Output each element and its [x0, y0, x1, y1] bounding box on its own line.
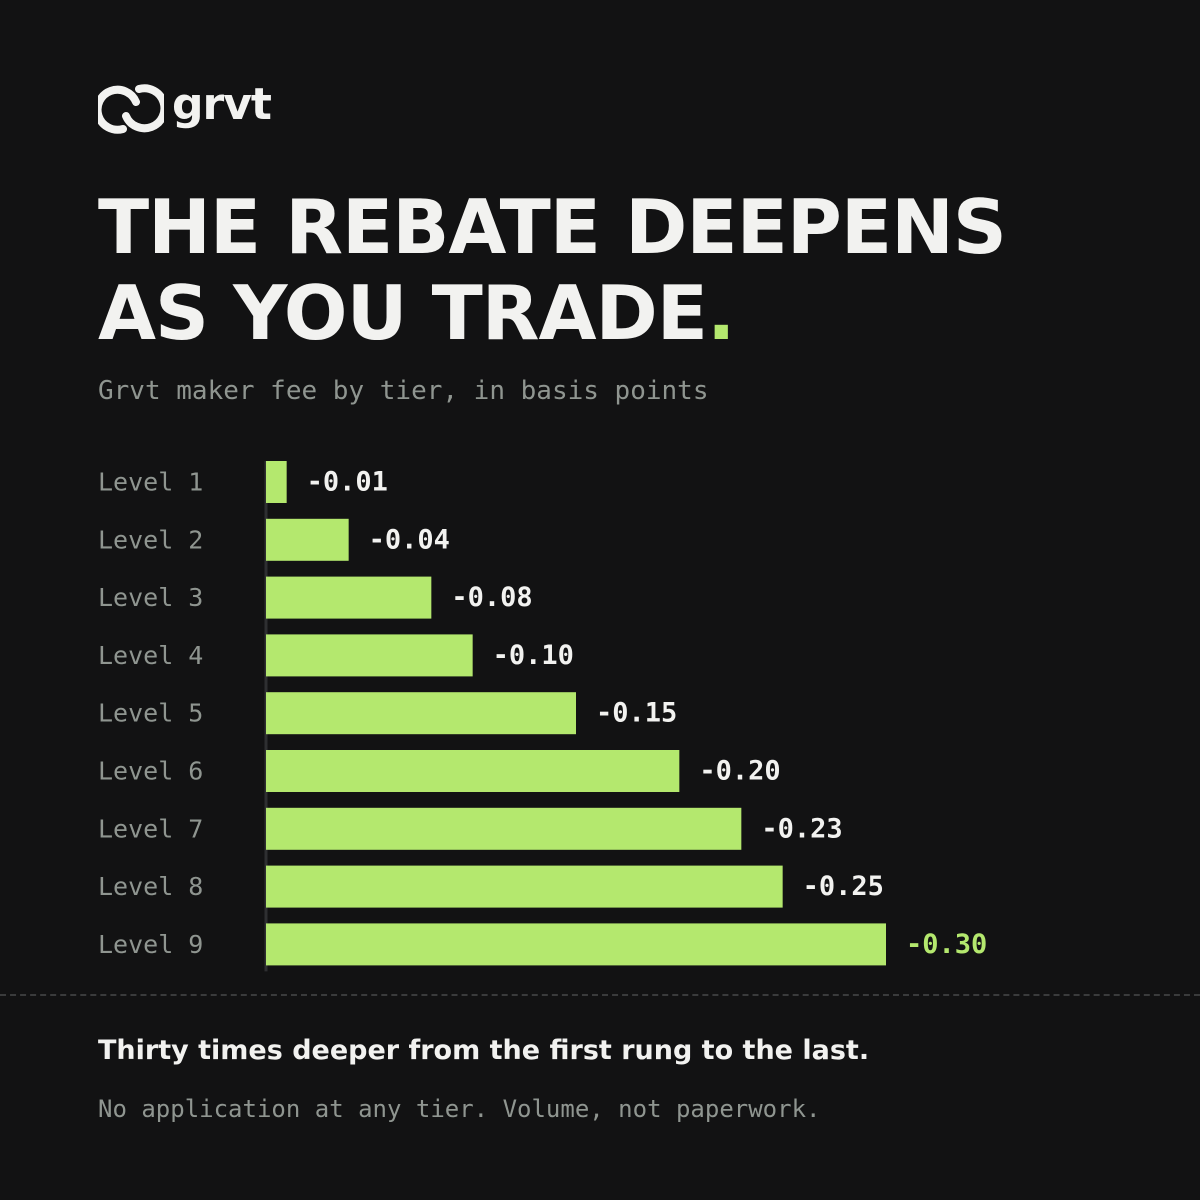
headline-line-2: AS YOU TRADE.: [98, 270, 1006, 356]
brand-name: grvt: [172, 79, 272, 130]
footer-note: No application at any tier. Volume, not …: [98, 1095, 821, 1123]
data-label-level-9: -0.30: [906, 929, 987, 960]
footer-headline: Thirty times deeper from the first rung …: [98, 1035, 870, 1066]
bar-level-9: [266, 923, 886, 966]
tick-label-level-6: Level 6: [98, 757, 203, 786]
tick-label-level-9: Level 9: [98, 930, 203, 959]
data-label-level-3: -0.08: [451, 582, 532, 613]
bar-level-8: [266, 865, 783, 908]
tick-label-level-1: Level 1: [98, 468, 203, 497]
chart-subtitle: Grvt maker fee by tier, in basis points: [98, 376, 709, 406]
data-label-level-2: -0.04: [369, 524, 450, 555]
headline-line-1: THE REBATE DEEPENS: [98, 183, 1007, 271]
page-title: THE REBATE DEEPENS AS YOU TRADE.: [98, 183, 1007, 356]
tick-label-level-2: Level 2: [98, 525, 203, 554]
data-label-level-8: -0.25: [803, 871, 884, 902]
bar-level-7: [266, 807, 742, 850]
bar-level-3: [266, 576, 432, 619]
bar-level-2: [266, 518, 349, 561]
section-divider: [0, 994, 1200, 996]
data-label-level-1: -0.01: [307, 467, 388, 498]
bar-level-4: [266, 634, 473, 677]
bar-level-1: [266, 461, 287, 503]
data-label-level-6: -0.20: [699, 756, 780, 787]
headline-accent-dot: .: [707, 269, 735, 357]
maker-fee-bar-chart: Level 1 -0.01 Level 2 -0.04 Level 3 -0.08 Leve…: [98, 461, 987, 972]
data-label-level-5: -0.15: [596, 698, 677, 729]
data-label-level-7: -0.23: [761, 813, 842, 844]
bar-level-6: [266, 750, 680, 792]
bar-level-5: [266, 692, 576, 735]
data-label-level-4: -0.10: [493, 640, 574, 671]
tick-label-level-8: Level 8: [98, 872, 203, 901]
tick-label-level-7: Level 7: [98, 814, 203, 843]
tick-label-level-3: Level 3: [98, 583, 203, 612]
grvt-link-icon: [98, 84, 164, 134]
headline-line-2-text: AS YOU TRADE: [98, 269, 708, 357]
brand-logo: grvt: [98, 79, 272, 134]
tick-label-level-4: Level 4: [98, 641, 203, 670]
tick-label-level-5: Level 5: [98, 699, 203, 728]
